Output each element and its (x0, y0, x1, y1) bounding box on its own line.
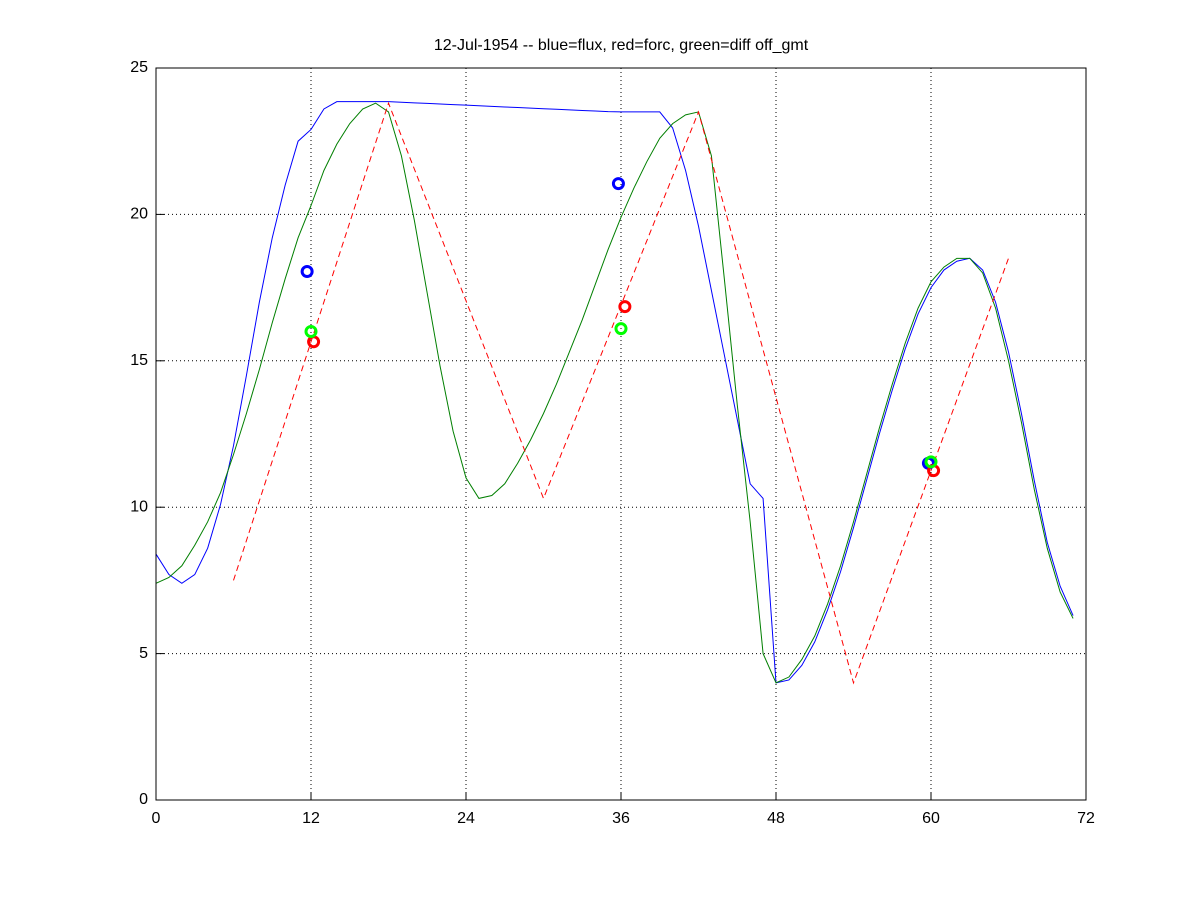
marker (614, 322, 628, 336)
line (155, 101, 1074, 684)
x-tick-label: 12 (302, 810, 320, 827)
x-tick-label: 48 (767, 810, 785, 827)
x-tick-label: 60 (922, 810, 940, 827)
x-tick-label: 24 (457, 810, 475, 827)
marker (611, 177, 625, 191)
marker (304, 325, 318, 339)
y-tick-label: 20 (130, 206, 148, 223)
y-tick-label: 5 (139, 645, 148, 662)
marker (618, 300, 632, 314)
x-tick-label: 0 (152, 810, 161, 827)
y-tick-label: 15 (130, 352, 148, 369)
axes-box (155, 67, 1087, 801)
chart-title: 12-Jul-1954 -- blue=flux, red=forc, gree… (434, 37, 809, 54)
marker (300, 264, 314, 278)
y-tick-label: 0 (139, 791, 148, 808)
x-tick-label: 36 (612, 810, 630, 827)
line (155, 102, 1074, 684)
plot-area (156, 68, 1086, 800)
x-tick-label: 72 (1077, 810, 1095, 827)
marker (924, 455, 938, 469)
y-tick-label: 25 (130, 59, 148, 76)
y-tick-label: 10 (130, 498, 148, 515)
